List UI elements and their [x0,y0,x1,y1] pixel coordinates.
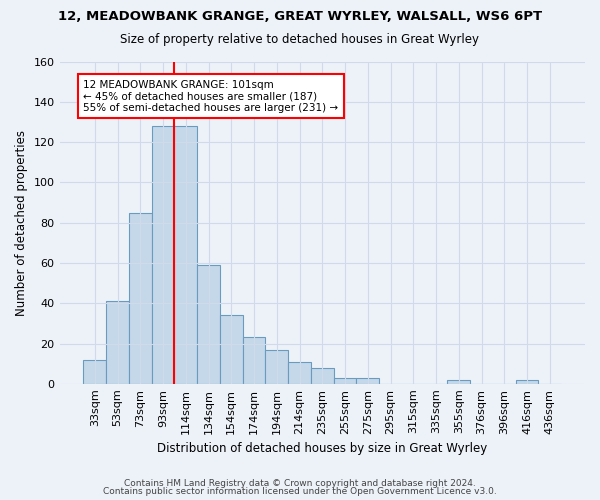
Bar [129,212,152,384]
Bar [448,380,470,384]
Text: Size of property relative to detached houses in Great Wyrley: Size of property relative to detached ho… [121,32,479,46]
X-axis label: Distribution of detached houses by size in Great Wyrley: Distribution of detached houses by size … [157,442,487,455]
Bar [356,378,379,384]
Bar [288,362,311,384]
Text: 12 MEADOWBANK GRANGE: 101sqm
← 45% of detached houses are smaller (187)
55% of s: 12 MEADOWBANK GRANGE: 101sqm ← 45% of de… [83,80,338,113]
Bar [242,338,265,384]
Text: 12, MEADOWBANK GRANGE, GREAT WYRLEY, WALSALL, WS6 6PT: 12, MEADOWBANK GRANGE, GREAT WYRLEY, WAL… [58,10,542,23]
Bar [334,378,356,384]
Bar [220,316,242,384]
Bar [197,265,220,384]
Text: Contains HM Land Registry data © Crown copyright and database right 2024.: Contains HM Land Registry data © Crown c… [124,478,476,488]
Bar [83,360,106,384]
Bar [152,126,175,384]
Text: Contains public sector information licensed under the Open Government Licence v3: Contains public sector information licen… [103,487,497,496]
Bar [515,380,538,384]
Bar [175,126,197,384]
Bar [106,301,129,384]
Bar [311,368,334,384]
Bar [265,350,288,384]
Y-axis label: Number of detached properties: Number of detached properties [15,130,28,316]
